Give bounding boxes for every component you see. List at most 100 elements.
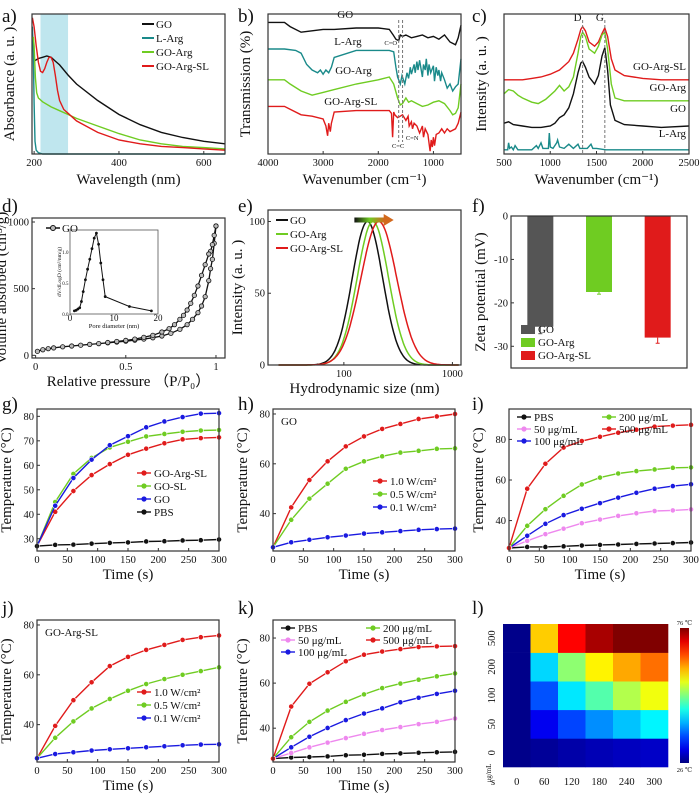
legend-label: GO [156, 19, 172, 31]
x-axis-label: Relative pressure （P/P₀） [47, 373, 211, 390]
shift-arrow-head [383, 214, 394, 226]
y-axis-label: Volume absorbed (cm³/g) [0, 212, 10, 365]
data-point [433, 643, 440, 650]
data-point [306, 477, 313, 483]
series-line [272, 690, 456, 760]
data-point [197, 741, 204, 748]
annotation-co: C=O [384, 40, 397, 47]
data-point [197, 537, 204, 544]
data-point [379, 727, 386, 733]
data-point [52, 541, 59, 548]
data-point [379, 648, 386, 655]
data-point [143, 424, 150, 431]
x-tick-label: 2000 [368, 158, 389, 169]
heatmap-cell [640, 738, 669, 768]
legend-marker [521, 414, 527, 420]
panel-h: h) 0 50 100 150 200 250 300 40 60 80 Time (s) Temper… [235, 394, 463, 583]
series-line [503, 47, 690, 129]
data-point [125, 438, 131, 445]
inset-point [90, 247, 94, 251]
legend-label: PBS [298, 623, 318, 635]
data-point [143, 445, 150, 452]
data-point [96, 340, 102, 347]
data-point [306, 744, 313, 751]
legend-label: 100 μg/mL [534, 436, 583, 448]
legend-marker [141, 483, 147, 489]
inset-y-tick: 0.0 [62, 313, 69, 318]
data-point [397, 528, 404, 534]
y-axis-label: Zeta potential (mV) [473, 232, 489, 351]
data-point [184, 307, 190, 313]
inset-point [99, 261, 103, 265]
data-point [125, 653, 131, 660]
legend-label: GO-Arg [156, 47, 193, 59]
y-tick-label: 60 [24, 670, 35, 681]
data-point [184, 322, 190, 328]
y-tick-label: 40 [24, 510, 35, 521]
data-point [542, 460, 549, 467]
data-point [433, 673, 440, 680]
y-tick-label: 50 [24, 485, 35, 496]
data-point [524, 485, 531, 492]
legend-label: GO-Arg [290, 229, 327, 241]
series-label: GO-Arg-SL [324, 96, 377, 108]
legend-marker [606, 414, 612, 420]
y-tick-label: 40 [260, 509, 271, 520]
y-category-label: 0 [487, 750, 498, 755]
data-point [524, 532, 531, 539]
x-tick-label: 250 [653, 555, 669, 566]
legend-marker [370, 625, 376, 631]
y-tick-label: 500 [13, 284, 29, 295]
x-tick-label: 300 [447, 555, 463, 566]
data-point [560, 512, 567, 518]
data-point [560, 444, 567, 451]
data-point [69, 343, 75, 349]
data-point [45, 346, 51, 352]
data-point [106, 663, 113, 669]
inset-point [101, 278, 105, 282]
series-label: L-Arg [659, 128, 687, 140]
y-tick-label: 40 [260, 724, 271, 735]
y-axis-label: Intensity (a. u. ) [230, 240, 246, 335]
data-point [669, 422, 676, 429]
legend-label: GO-Arg [538, 337, 575, 349]
x-tick-label: 1500 [586, 158, 607, 169]
plot-frame [510, 215, 688, 369]
legend-label: GO [154, 494, 170, 506]
heatmap-cell [585, 738, 614, 768]
data-point [288, 539, 295, 546]
legend-label: GO [290, 215, 306, 227]
panel-i: i) 0 50 100 150 200 250 300 40 60 80 Time (s) Temper… [471, 394, 699, 583]
series-line [504, 132, 689, 152]
data-point [132, 336, 138, 342]
heatmap-cell [530, 681, 559, 711]
data-point [177, 316, 183, 322]
shift-arrow [354, 217, 385, 223]
data-point [288, 504, 295, 511]
colorbar [680, 628, 689, 763]
data-point [379, 453, 386, 460]
data-point [202, 294, 208, 300]
data-point [213, 223, 219, 229]
inset-point [97, 242, 100, 246]
series-line [31, 17, 226, 151]
y-tick-label: 60 [260, 679, 271, 690]
panel-label-l: l) [472, 598, 484, 619]
x-tick-label: 100 [326, 555, 342, 566]
data-point [60, 344, 66, 350]
data-point [288, 734, 295, 741]
legend-swatch [521, 351, 535, 360]
data-point [114, 338, 120, 345]
x-category-label: 240 [619, 777, 635, 788]
y-category-label: 200 [487, 659, 498, 675]
data-point [597, 474, 603, 481]
data-point [150, 332, 156, 338]
data-point [88, 456, 95, 463]
legend-marker [285, 637, 291, 643]
data-point [324, 753, 331, 760]
x-tick-label: 4000 [258, 158, 279, 169]
data-point [342, 532, 349, 539]
y-axis-label: Transmission (%) [238, 31, 254, 138]
y-tick-label: 60 [24, 461, 35, 472]
x-category-label: 60 [539, 777, 550, 788]
